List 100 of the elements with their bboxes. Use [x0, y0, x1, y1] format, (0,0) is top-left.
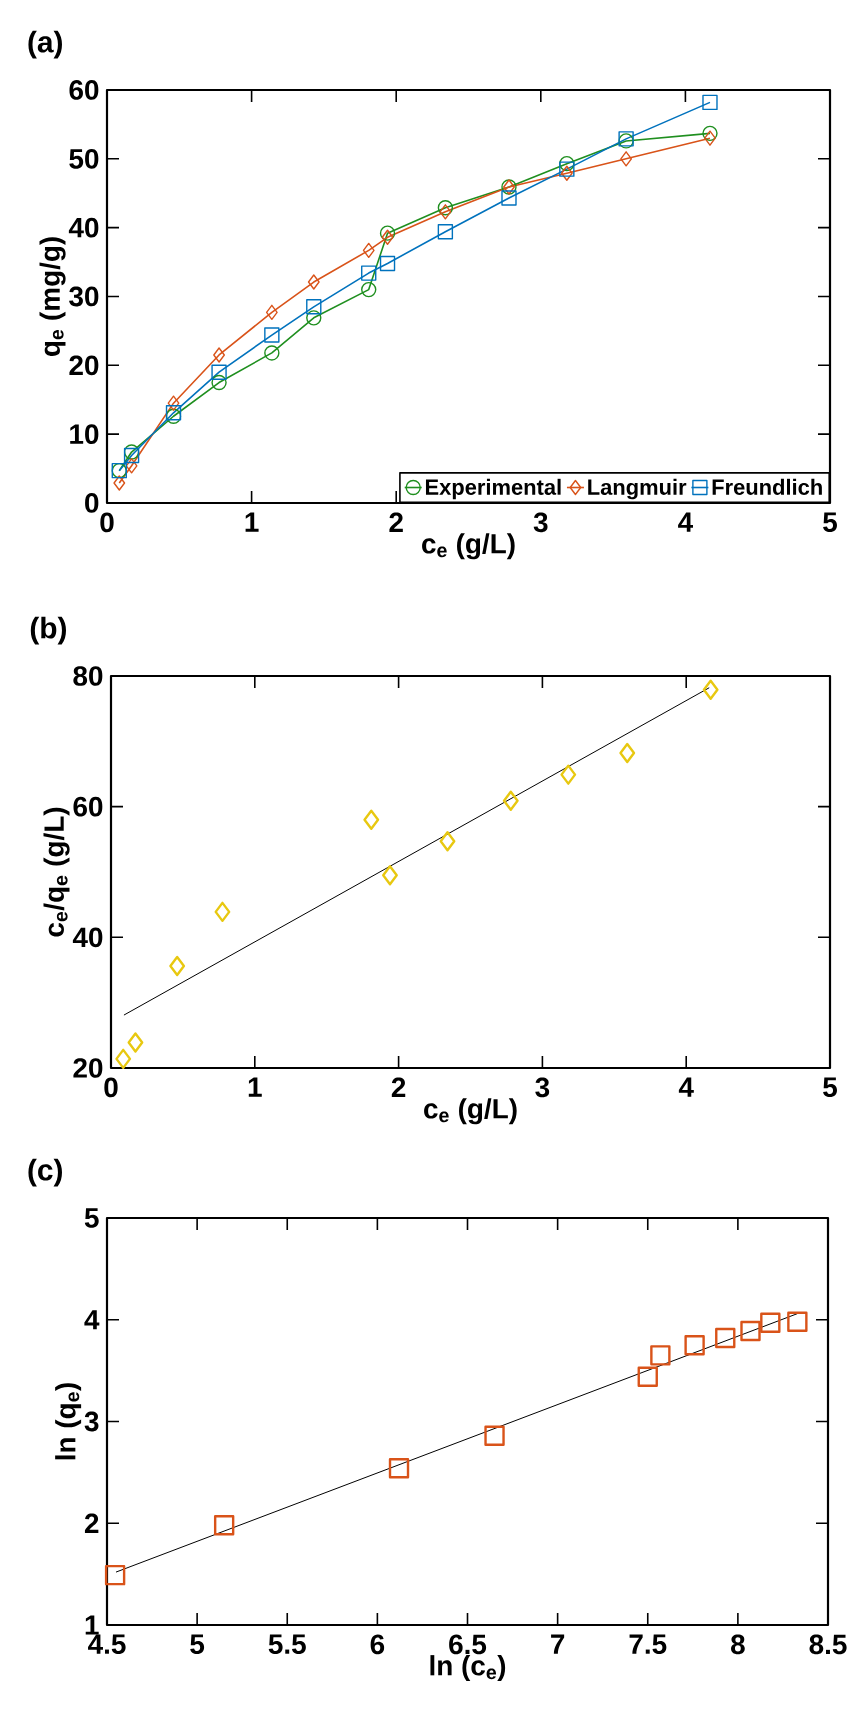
y-tick-label: 3 [84, 1411, 99, 1432]
point [381, 229, 394, 245]
x-axis-title: c$_{e}$ (g/L) [424, 1098, 517, 1125]
point [437, 199, 454, 216]
point [264, 345, 280, 361]
point [213, 1515, 235, 1536]
point [211, 364, 227, 380]
point [125, 458, 138, 474]
point [501, 190, 517, 206]
point [619, 742, 636, 764]
point [167, 395, 180, 411]
y-tick-label: 50 [69, 148, 99, 169]
y-tick-label: 40 [72, 927, 103, 948]
point [265, 304, 278, 321]
point [388, 1458, 410, 1479]
point [104, 1564, 126, 1586]
point [123, 444, 140, 460]
y-tick-label: 5 [84, 1208, 99, 1228]
point [363, 809, 380, 830]
y-tick-label: 2 [84, 1513, 99, 1533]
point [115, 1048, 132, 1070]
x-tick-label: 8 [731, 1634, 745, 1655]
y-tick-label: 60 [69, 80, 99, 100]
x-axis-title: c$_{e}$ (g/L) [422, 533, 515, 560]
point [637, 1366, 658, 1387]
y-tick-label: 10 [70, 424, 99, 445]
point [560, 165, 573, 181]
point [306, 299, 322, 315]
point [760, 1312, 781, 1333]
x-tick-label: 6.5 [449, 1634, 487, 1655]
point [560, 764, 577, 785]
point [211, 374, 227, 391]
x-axis-title: ln (c$_{e}$) [430, 1655, 506, 1682]
point [264, 327, 280, 343]
point [437, 224, 454, 240]
x-tick-label: 5.5 [268, 1634, 306, 1654]
x-tick-label: 3 [533, 512, 548, 533]
y-axis-title: q$_{e}$ (mg/g) [39, 237, 66, 357]
point [361, 265, 377, 281]
x-tick-label: 3 [535, 1077, 550, 1098]
point [702, 94, 718, 111]
chart-title: (a) [28, 30, 62, 59]
point [214, 901, 231, 923]
point [382, 865, 398, 886]
point [650, 1345, 671, 1366]
point [702, 679, 719, 700]
x-tick-label: 1 [248, 1077, 262, 1097]
chart-title: (b) [30, 616, 66, 645]
point [439, 831, 456, 852]
x-tick-label: 5 [190, 1634, 205, 1654]
point [362, 242, 375, 259]
point [127, 1032, 144, 1053]
x-tick-label: 2 [391, 1077, 406, 1097]
x-tick-label: 4.5 [88, 1634, 126, 1654]
point [113, 475, 126, 491]
point [439, 204, 452, 220]
y-tick-label: 20 [73, 1058, 103, 1078]
point [702, 125, 718, 142]
x-tick-label: 7.5 [629, 1634, 667, 1654]
x-tick-label: 4 [678, 1077, 694, 1097]
point [715, 1327, 736, 1349]
y-tick-label: 40 [68, 217, 99, 238]
y-tick-label: 4 [84, 1310, 100, 1330]
point [484, 1425, 505, 1446]
point [379, 255, 396, 272]
point [620, 151, 633, 167]
x-tick-label: 8.5 [809, 1634, 847, 1655]
legend-label: Freundlich [712, 478, 822, 495]
legend-label: Langmuir [588, 478, 687, 500]
chart-title: (c) [28, 1158, 62, 1187]
point [704, 130, 716, 146]
x-tick-label: 6 [370, 1634, 385, 1655]
x-tick-label: 5 [823, 1077, 837, 1097]
y-axis-title: c$_{e}$/q$_{e}$ (g/L) [43, 807, 70, 937]
point [502, 790, 519, 811]
point [559, 161, 575, 177]
x-tick-label: 0 [104, 1077, 118, 1098]
point [787, 1311, 808, 1332]
y-axis-title: ln (q$_{e}$) [55, 1383, 82, 1460]
x-tick-label: 7 [551, 1634, 565, 1654]
x-tick-label: 4 [678, 512, 694, 532]
y-tick-label: 30 [69, 286, 99, 307]
x-tick-label: 1 [245, 512, 259, 532]
y-tick-label: 0 [85, 493, 99, 513]
x-tick-label: 2 [389, 512, 403, 532]
point [379, 225, 396, 241]
y-tick-label: 1 [85, 1615, 99, 1635]
point [123, 447, 140, 464]
point [740, 1320, 761, 1342]
legend-label: Experimental [425, 478, 561, 500]
y-tick-label: 60 [73, 796, 103, 817]
point [307, 274, 320, 290]
point [361, 281, 377, 298]
x-tick-label: 5 [823, 512, 837, 532]
point [306, 310, 322, 326]
y-tick-label: 80 [73, 666, 103, 686]
point [169, 955, 186, 977]
point [213, 347, 226, 363]
point [684, 1334, 705, 1356]
y-tick-label: 20 [69, 355, 99, 376]
